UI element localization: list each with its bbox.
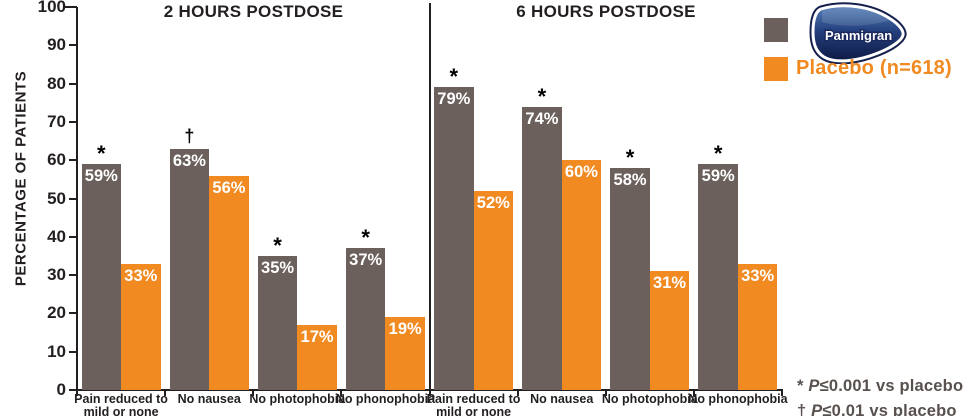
bar-value-label: 63%: [172, 151, 206, 170]
y-axis-tick: [69, 274, 77, 277]
bar-value-label: 52%: [476, 193, 510, 212]
bar-placebo: 19%: [385, 317, 425, 390]
panmigran-logo-text: Panmigran: [825, 28, 892, 43]
legend-swatch-placebo: [764, 57, 788, 81]
significance-marker: *: [361, 225, 370, 251]
y-axis-tick-label: 0: [56, 380, 66, 399]
bar-value-label: 33%: [124, 266, 158, 285]
bar-panmigran: 63%: [169, 148, 210, 390]
y-axis-tick: [69, 120, 77, 123]
significance-marker: *: [97, 141, 106, 167]
bar-value-label: 33%: [741, 266, 775, 285]
y-axis-tick: [69, 389, 77, 391]
bar-panmigran: 59%: [81, 164, 122, 390]
x-axis-category-label: No photophobia: [249, 392, 346, 406]
y-axis-tick-label: 40: [47, 226, 66, 246]
x-axis-tick: [604, 391, 607, 396]
y-axis-tick-label: 60: [47, 150, 66, 170]
y-axis-tick-label: 80: [47, 73, 66, 93]
bar-value-label: 74%: [525, 109, 559, 128]
bar-value-label: 17%: [300, 327, 334, 346]
x-axis-category-label: No nausea: [530, 392, 594, 406]
significance-marker: *: [625, 144, 635, 170]
bar-value-label: 59%: [701, 167, 735, 186]
significance-marker: *: [537, 83, 547, 109]
logo-highlight: [822, 7, 890, 26]
bar-value-label: 60%: [564, 163, 598, 182]
x-axis-category-label: Pain reduced to mild or none: [426, 392, 521, 416]
bar-value-label: 59%: [84, 167, 118, 186]
bar-value-label: 31%: [653, 274, 687, 293]
x-axis-category-label: No phonophobia: [688, 392, 788, 406]
significance-marker: *: [449, 64, 459, 90]
bar-panmigran: 35%: [257, 255, 298, 390]
y-axis-tick: [63, 6, 77, 8]
footnotes: * P≤0.001 vs placebo † P≤0.01 vs placebo: [797, 374, 963, 416]
footnote-dagger: † P≤0.01 vs placebo: [797, 402, 957, 416]
y-axis-tick-label: 70: [47, 111, 66, 131]
bar-placebo: 56%: [209, 175, 249, 390]
x-axis-tick: [164, 391, 167, 396]
significance-marker: *: [273, 232, 282, 258]
bar-panmigran: 59%: [698, 164, 738, 390]
x-axis-tick: [252, 391, 255, 396]
y-axis-tick: [69, 44, 77, 47]
significance-marker: *: [713, 141, 723, 167]
x-axis-tick: [516, 391, 519, 396]
x-axis-category-label: No nausea: [177, 392, 241, 406]
bar-value-label: 58%: [613, 170, 647, 189]
y-axis-tick-label: 20: [47, 303, 66, 323]
x-axis-tick: [76, 391, 78, 396]
panmigran-logo: Panmigran: [809, 2, 907, 64]
y-axis-tick: [69, 197, 77, 200]
y-axis-line: [76, 7, 78, 391]
y-axis-tick: [69, 350, 77, 353]
legend-swatch-panmigran: [764, 18, 788, 42]
bar-panmigran: 37%: [345, 248, 386, 390]
bar-placebo: 60%: [561, 160, 602, 390]
x-axis-category-label: Pain reduced to mild or none: [74, 392, 168, 416]
bar-placebo: 33%: [737, 263, 778, 390]
bar-placebo: 31%: [649, 271, 690, 390]
bar-placebo: 33%: [121, 263, 161, 390]
y-axis-tick: [69, 82, 77, 85]
x-axis-category-label: No phonophobia: [335, 392, 436, 406]
section-title-6-hours: 6 HOURS POSTDOSE: [516, 2, 696, 21]
section-title-2-hours: 2 HOURS POSTDOSE: [163, 2, 344, 21]
bar-panmigran: 79%: [434, 87, 474, 390]
y-axis-tick-label: 90: [47, 35, 66, 55]
y-axis-tick-label: 30: [47, 265, 66, 285]
x-axis-tick: [428, 391, 431, 396]
logo-shield: [811, 4, 905, 63]
bar-panmigran: 74%: [522, 106, 562, 390]
y-axis-tick: [69, 235, 77, 238]
bar-panmigran: 58%: [610, 167, 650, 390]
x-axis-tick: [781, 391, 783, 396]
bar-value-label: 35%: [261, 258, 295, 277]
y-axis-tick: [69, 312, 77, 315]
y-axis-tick: [69, 159, 77, 162]
significance-marker: †: [184, 125, 195, 146]
section-divider-line: [429, 3, 431, 391]
x-axis-tick: [340, 391, 343, 396]
bar-value-label: 56%: [212, 178, 246, 197]
bar-value-label: 79%: [437, 90, 471, 109]
y-axis-tick-label: 100: [37, 0, 66, 16]
legend-label-placebo: Placebo (n=618): [796, 57, 952, 79]
bar-placebo: 17%: [297, 324, 337, 390]
bar-value-label: 37%: [349, 251, 383, 270]
x-axis-tick: [692, 391, 695, 396]
x-axis-category-label: No photophobia: [601, 392, 698, 406]
footnote-asterisk: * P≤0.001 vs placebo: [797, 377, 964, 395]
bar-placebo: 52%: [473, 190, 514, 390]
y-axis-tick-label: 10: [47, 341, 66, 361]
y-axis-tick-label: 50: [47, 188, 66, 208]
bar-value-label: 19%: [388, 320, 422, 339]
